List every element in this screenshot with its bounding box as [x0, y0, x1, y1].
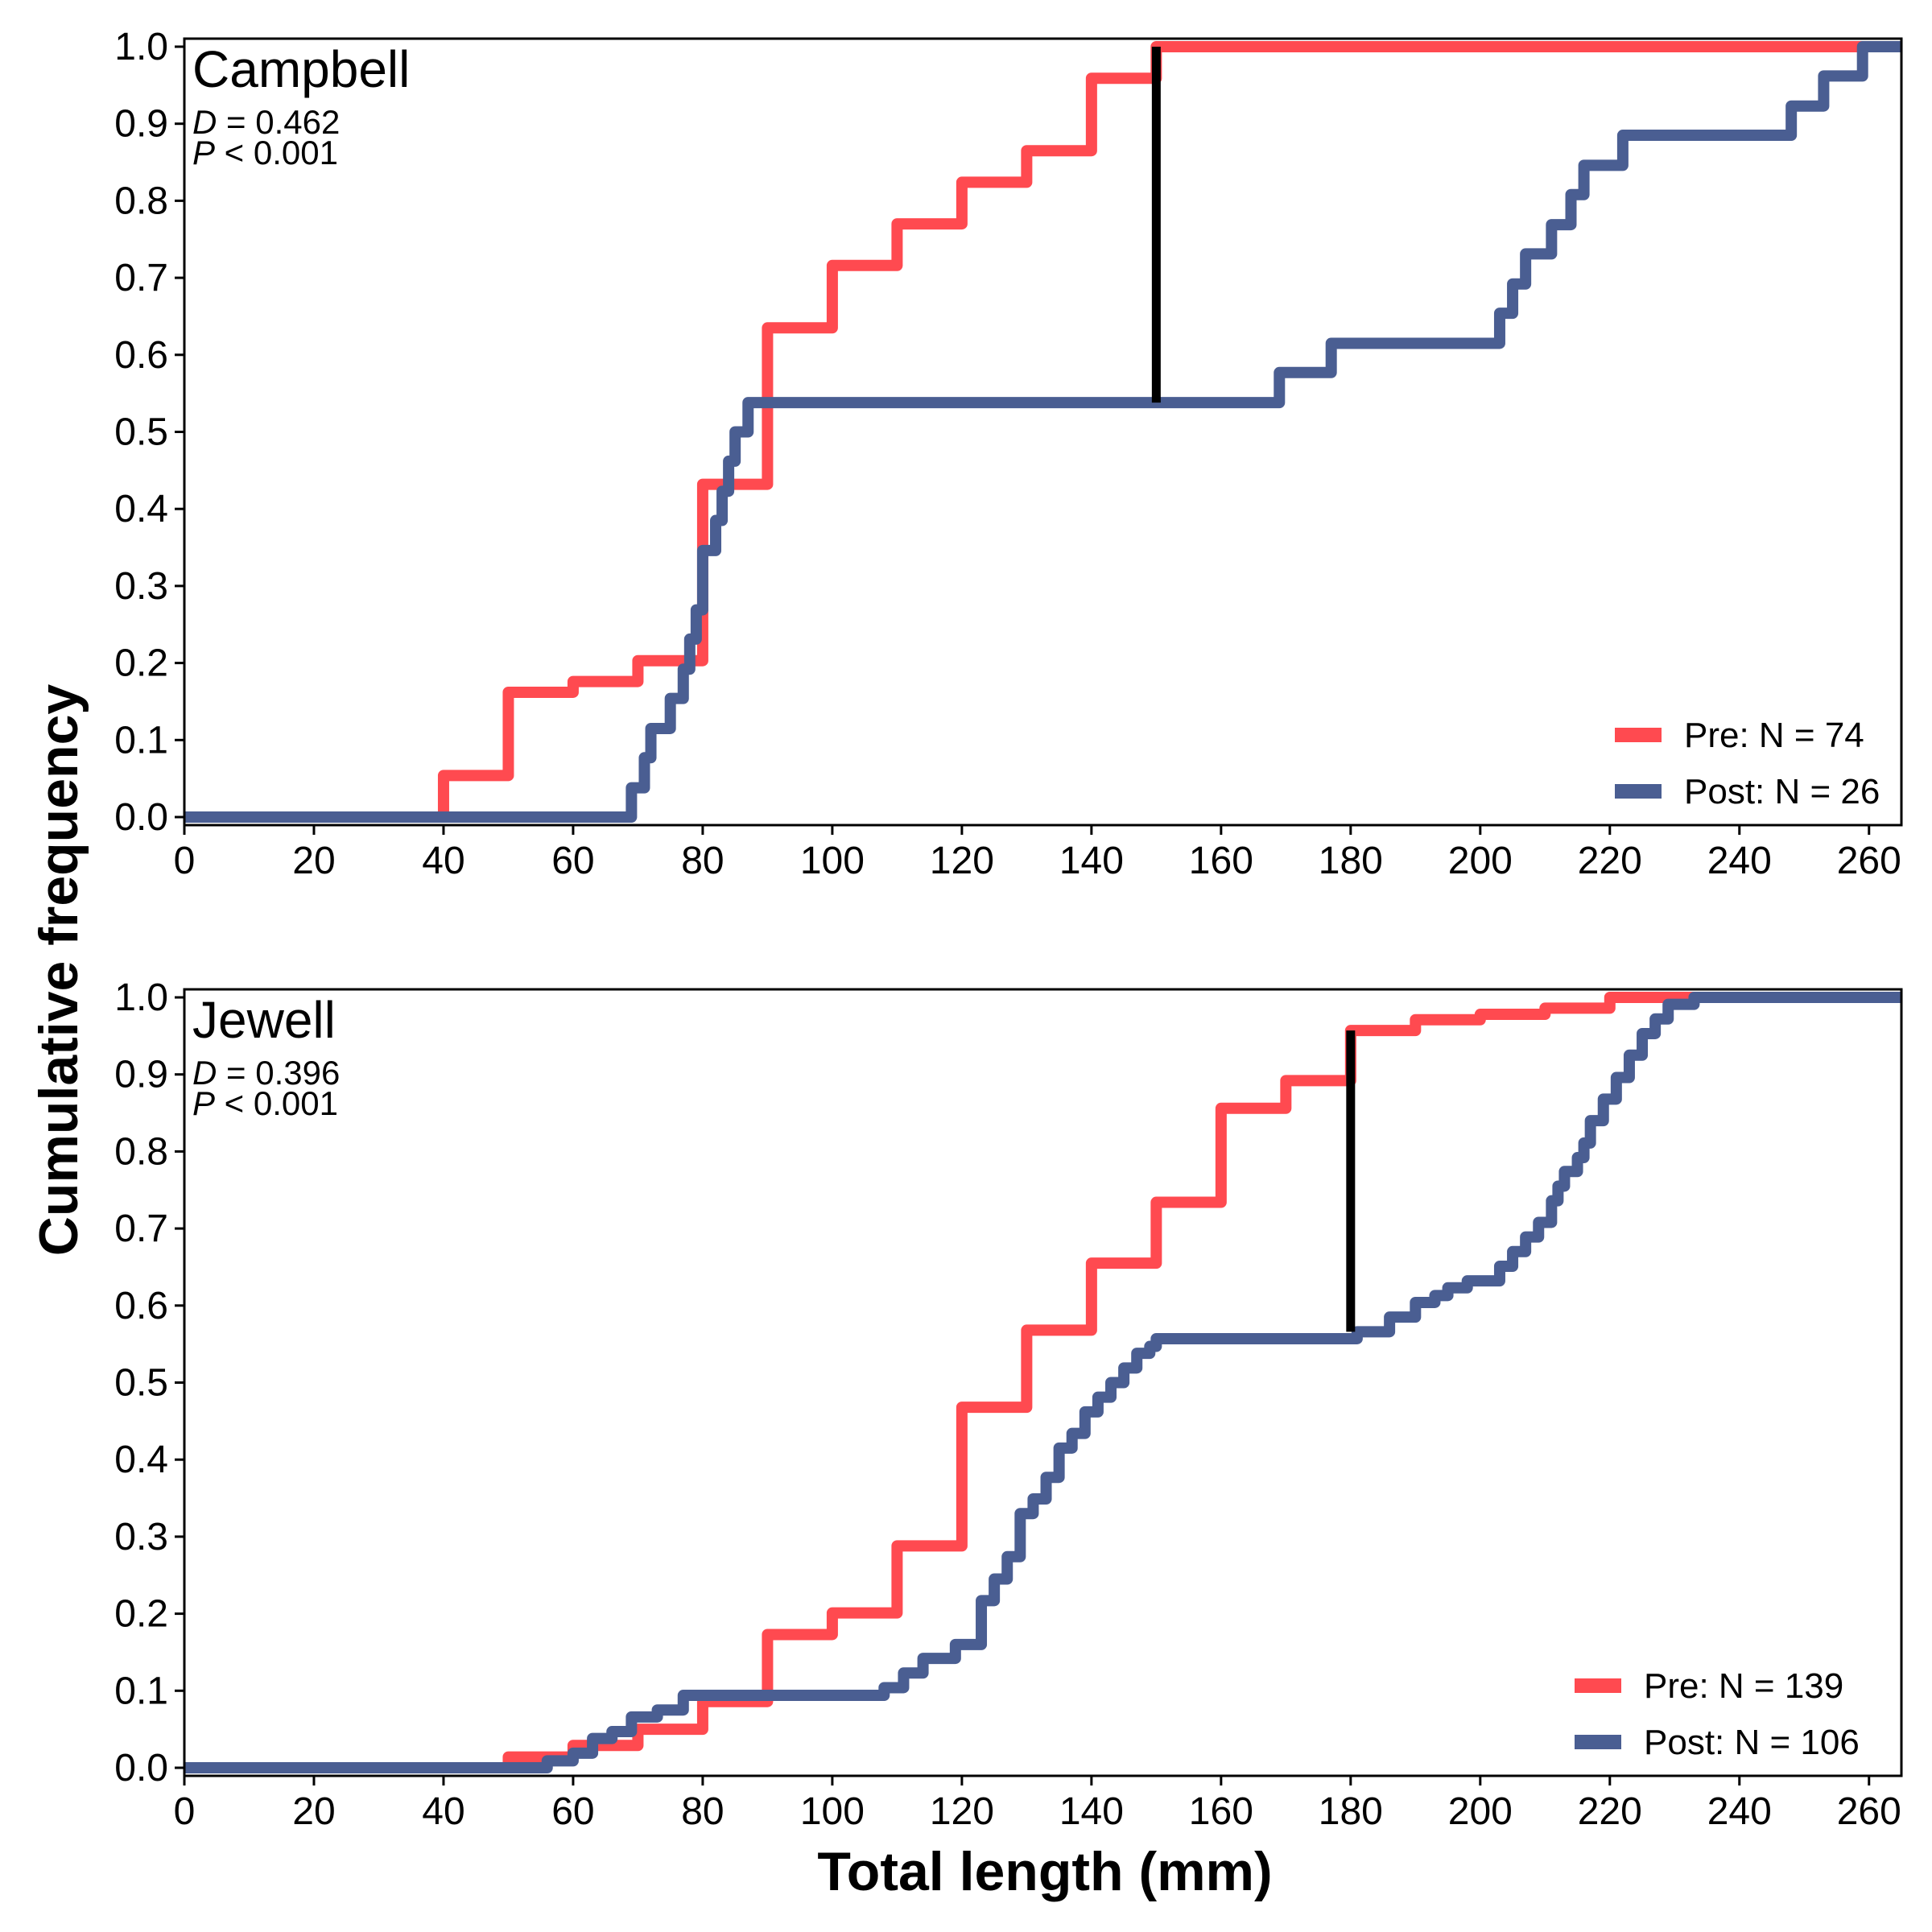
- series-line-pre: [184, 41, 1901, 823]
- y-tick-label: 0.2: [114, 1593, 168, 1636]
- y-tick-label: 0.2: [114, 642, 168, 685]
- y-tick-label: 0.8: [114, 1130, 168, 1173]
- x-tick-label: 160: [1189, 1790, 1253, 1833]
- x-tick-label: 200: [1448, 840, 1513, 882]
- x-tick-label: 120: [930, 1790, 994, 1833]
- y-tick-label: 0.0: [114, 796, 168, 839]
- x-tick-label: 20: [292, 840, 335, 882]
- x-tick-label: 0: [174, 840, 196, 882]
- x-tick-label: 220: [1578, 840, 1642, 882]
- legend-label-post: Post: N = 106: [1644, 1723, 1860, 1762]
- y-tick-label: 0.4: [114, 1439, 168, 1481]
- panel-title: Campbell: [192, 40, 410, 98]
- legend-label-pre: Pre: N = 74: [1684, 716, 1864, 755]
- x-tick-label: 20: [292, 1790, 335, 1833]
- x-tick-label: 80: [681, 840, 724, 882]
- x-tick-label: 40: [422, 840, 464, 882]
- y-tick-label: 0.7: [114, 257, 168, 299]
- panel-jewell: 0.0 0.1 0.2 0.3 0.4 0.5 0.6 0.7 0.8 0.9 1.0 0 20 40 6…: [114, 976, 1903, 1833]
- stat-d-value: = 0.462: [217, 103, 340, 141]
- x-tick-label: 180: [1319, 1790, 1383, 1833]
- x-tick-label: 220: [1578, 1790, 1642, 1833]
- y-ticks: 0.0 0.1 0.2 0.3 0.4 0.5 0.6 0.7 0.8 0.9 1.0: [114, 26, 184, 839]
- x-tick-label: 100: [800, 1790, 865, 1833]
- x-axis-title: Total length (mm): [817, 1841, 1272, 1902]
- x-tick-label: 80: [681, 1790, 724, 1833]
- stat-d: D = 0.462: [192, 103, 340, 141]
- y-tick-label: 0.7: [114, 1208, 168, 1250]
- legend: Pre: N = 74 Post: N = 26: [1615, 716, 1880, 811]
- legend-label-post: Post: N = 26: [1684, 772, 1880, 811]
- series-line-post: [184, 992, 1901, 1773]
- stat-p: P < 0.001: [192, 1084, 338, 1122]
- stat-d-label: D: [192, 1054, 217, 1092]
- stat-p-label: P: [192, 134, 215, 171]
- x-tick-label: 140: [1059, 840, 1124, 882]
- y-tick-label: 0.3: [114, 1516, 168, 1558]
- stat-p-value: < 0.001: [215, 134, 338, 171]
- y-tick-label: 0.1: [114, 719, 168, 762]
- x-tick-label: 0: [174, 1790, 196, 1833]
- series-line-pre: [184, 992, 1901, 1773]
- y-tick-label: 0.1: [114, 1670, 168, 1712]
- series-lines: [184, 992, 1901, 1773]
- stat-p: P < 0.001: [192, 134, 338, 171]
- legend-swatch-post: [1575, 1735, 1621, 1749]
- y-tick-label: 0.6: [114, 1285, 168, 1327]
- y-tick-label: 0.9: [114, 1054, 168, 1096]
- x-tick-label: 40: [422, 1790, 464, 1833]
- x-tick-label: 160: [1189, 840, 1253, 882]
- x-tick-label: 180: [1319, 840, 1383, 882]
- y-tick-label: 0.8: [114, 180, 168, 222]
- stat-d: D = 0.396: [192, 1054, 340, 1092]
- legend-swatch-pre: [1575, 1678, 1621, 1693]
- x-tick-label: 60: [551, 1790, 594, 1833]
- y-tick-label: 1.0: [114, 26, 168, 68]
- x-tick-label: 120: [930, 840, 994, 882]
- x-tick-label: 200: [1448, 1790, 1513, 1833]
- legend-swatch-pre: [1615, 728, 1662, 742]
- x-ticks: 0 20 40 60 80 100 120 140 160 180 200 220 240 260: [174, 1776, 1901, 1833]
- panel-campbell: 0.0 0.1 0.2 0.3 0.4 0.5 0.6 0.7 0.8 0.9 1.0 0 20 40 6…: [114, 26, 1903, 882]
- stat-d-value: = 0.396: [217, 1054, 340, 1092]
- y-tick-label: 0.0: [114, 1747, 168, 1790]
- y-ticks: 0.0 0.1 0.2 0.3 0.4 0.5 0.6 0.7 0.8 0.9 1.0: [114, 976, 184, 1790]
- x-tick-label: 140: [1059, 1790, 1124, 1833]
- legend-label-pre: Pre: N = 139: [1644, 1666, 1843, 1706]
- y-tick-label: 0.5: [114, 1362, 168, 1405]
- y-tick-label: 1.0: [114, 976, 168, 1019]
- x-tick-label: 240: [1707, 1790, 1772, 1833]
- series-line-post: [184, 41, 1901, 823]
- y-tick-label: 0.5: [114, 411, 168, 454]
- stat-p-label: P: [192, 1084, 215, 1122]
- y-tick-label: 0.6: [114, 334, 168, 377]
- stat-p-value: < 0.001: [215, 1084, 338, 1122]
- y-tick-label: 0.4: [114, 488, 168, 530]
- plot-frame: [183, 37, 1903, 827]
- y-axis-title: Cumulative frequency: [28, 684, 89, 1257]
- plot-frame: [183, 988, 1903, 1777]
- legend: Pre: N = 139 Post: N = 106: [1575, 1666, 1860, 1762]
- x-tick-label: 60: [551, 840, 594, 882]
- series-lines: [184, 41, 1901, 823]
- stat-d-label: D: [192, 103, 217, 141]
- y-tick-label: 0.3: [114, 565, 168, 608]
- legend-swatch-post: [1615, 784, 1662, 799]
- y-tick-label: 0.9: [114, 103, 168, 146]
- x-tick-label: 260: [1837, 1790, 1901, 1833]
- panel-title: Jewell: [192, 991, 336, 1049]
- x-tick-label: 240: [1707, 840, 1772, 882]
- x-tick-label: 100: [800, 840, 865, 882]
- x-tick-label: 260: [1837, 840, 1901, 882]
- x-ticks: 0 20 40 60 80 100 120 140 160 180 200 220 240 260: [174, 825, 1901, 882]
